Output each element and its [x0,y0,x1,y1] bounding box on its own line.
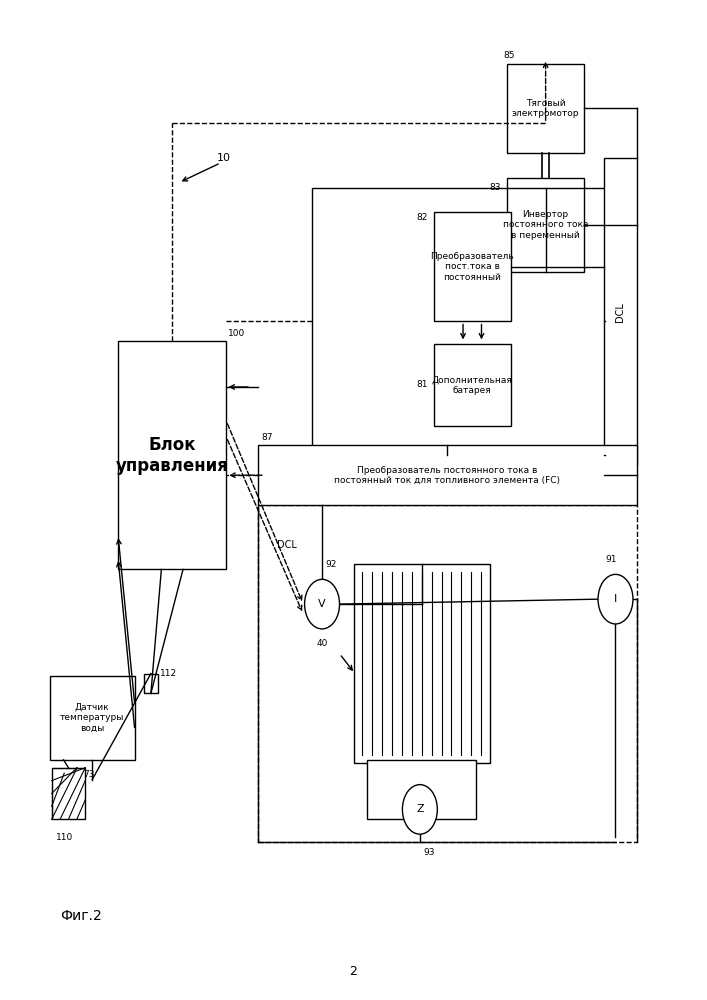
Text: 10: 10 [217,153,231,163]
FancyBboxPatch shape [354,564,490,763]
Text: Дополнительная
батарея: Дополнительная батарея [432,375,513,395]
FancyBboxPatch shape [258,445,637,505]
Text: I: I [614,594,617,604]
Text: 85: 85 [503,51,515,60]
FancyBboxPatch shape [434,212,510,321]
Text: 83: 83 [490,183,501,192]
Text: DCL: DCL [276,540,296,550]
Text: 100: 100 [228,329,246,338]
Text: Фиг.2: Фиг.2 [60,910,102,924]
Text: Блок
управления: Блок управления [116,436,228,475]
FancyBboxPatch shape [52,768,86,819]
FancyBboxPatch shape [507,64,584,153]
Text: Датчик
температуры
воды: Датчик температуры воды [60,703,124,733]
FancyBboxPatch shape [604,158,637,465]
Text: 91: 91 [605,555,617,564]
Text: Инвертор
постоянного тока
в переменный: Инвертор постоянного тока в переменный [503,210,588,240]
Text: Преобразователь постоянного тока в
постоянный ток для топливного элемента (FC): Преобразователь постоянного тока в посто… [334,466,561,485]
Circle shape [598,574,633,624]
Text: 2: 2 [349,965,358,978]
Text: 73: 73 [83,770,95,779]
Text: 92: 92 [325,560,337,569]
FancyBboxPatch shape [144,674,158,693]
Text: 87: 87 [262,433,273,442]
Circle shape [305,579,339,629]
Text: Тяговый
электромотор: Тяговый электромотор [512,99,579,118]
Circle shape [402,785,438,834]
FancyBboxPatch shape [507,178,584,272]
FancyBboxPatch shape [49,676,135,760]
FancyBboxPatch shape [118,341,226,569]
Text: Преобразователь
пост.тока в
постоянный: Преобразователь пост.тока в постоянный [431,252,514,282]
Text: 82: 82 [416,213,428,222]
Text: 81: 81 [416,380,428,389]
Text: DCL: DCL [615,302,626,322]
Text: 93: 93 [423,848,435,857]
Text: V: V [318,599,326,609]
Text: 112: 112 [160,669,177,678]
Text: Z: Z [416,804,423,814]
Text: 110: 110 [57,833,74,842]
FancyBboxPatch shape [434,344,510,426]
FancyBboxPatch shape [368,760,476,819]
Text: 40: 40 [316,639,328,648]
